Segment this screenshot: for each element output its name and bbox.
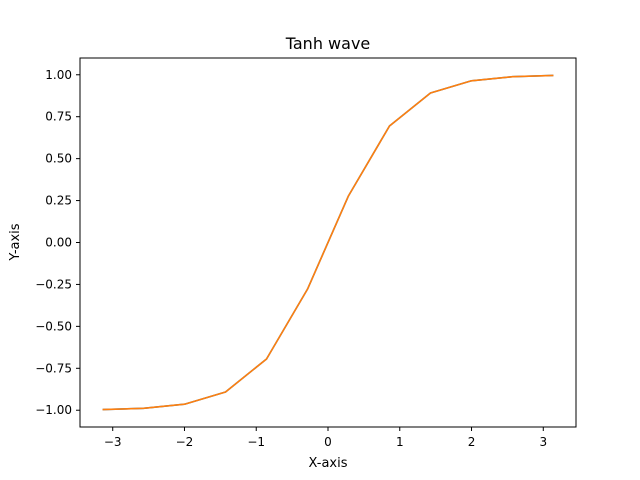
- chart-title: Tanh wave: [285, 34, 371, 53]
- y-tick-label: 0.75: [45, 110, 72, 124]
- y-tick-label: 0.25: [45, 194, 72, 208]
- y-tick-label: −0.25: [35, 277, 72, 291]
- x-tick-label: −1: [247, 435, 265, 449]
- y-tick-label: 1.00: [45, 68, 72, 82]
- y-axis: −1.00 −0.75 −0.50 −0.25 0.00 0.25 0.50 0.75 1.00: [35, 68, 80, 417]
- y-tick-label: −0.75: [35, 361, 72, 375]
- y-tick-label: −1.00: [35, 403, 72, 417]
- x-tick-label: 3: [539, 435, 547, 449]
- plot-lines: [102, 74, 554, 411]
- y-tick-label: 0.50: [45, 152, 72, 166]
- x-tick-label: −3: [104, 435, 122, 449]
- x-tick-label: 2: [468, 435, 476, 449]
- x-tick-label: 1: [396, 435, 404, 449]
- y-tick-label: 0.00: [45, 236, 72, 250]
- x-tick-label: −2: [176, 435, 194, 449]
- x-tick-label: 0: [324, 435, 332, 449]
- series-line-2: [102, 74, 554, 411]
- x-axis-label: X-axis: [309, 456, 348, 471]
- x-axis: −3 −2 −1 0 1 2 3: [104, 427, 547, 449]
- y-tick-label: −0.50: [35, 319, 72, 333]
- y-axis-label: Y-axis: [8, 223, 23, 261]
